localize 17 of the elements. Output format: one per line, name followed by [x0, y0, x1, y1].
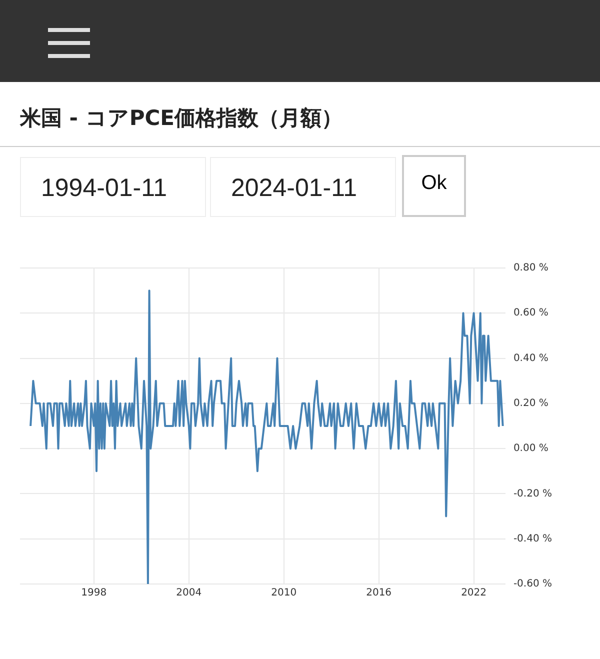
x-tick-label: 2004: [176, 588, 202, 599]
text: Ok: [402, 155, 466, 217]
y-tick-label: 0.00 %: [513, 443, 548, 454]
text: 2024-01-11: [210, 157, 396, 217]
y-tick-label: -0.40 %: [513, 533, 552, 544]
y-tick-label: 0.40 %: [513, 352, 548, 364]
text: 1994-01-11: [20, 157, 206, 217]
chart-title: 米国 - コアPCE価格指数（月額）: [20, 105, 342, 132]
y-tick-label: -0.60 %: [513, 578, 552, 590]
y-tick-label: 0.20 %: [513, 398, 548, 410]
x-tick-label: 2022: [461, 588, 487, 599]
x-tick-label: 2016: [366, 588, 392, 599]
x-tick-label: 2010: [271, 588, 297, 599]
y-tick-label: 0.80 %: [513, 262, 548, 274]
y-tick-label: -0.20 %: [513, 488, 552, 500]
y-tick-label: 0.60 %: [513, 308, 548, 319]
x-tick-label: 1998: [81, 588, 107, 599]
